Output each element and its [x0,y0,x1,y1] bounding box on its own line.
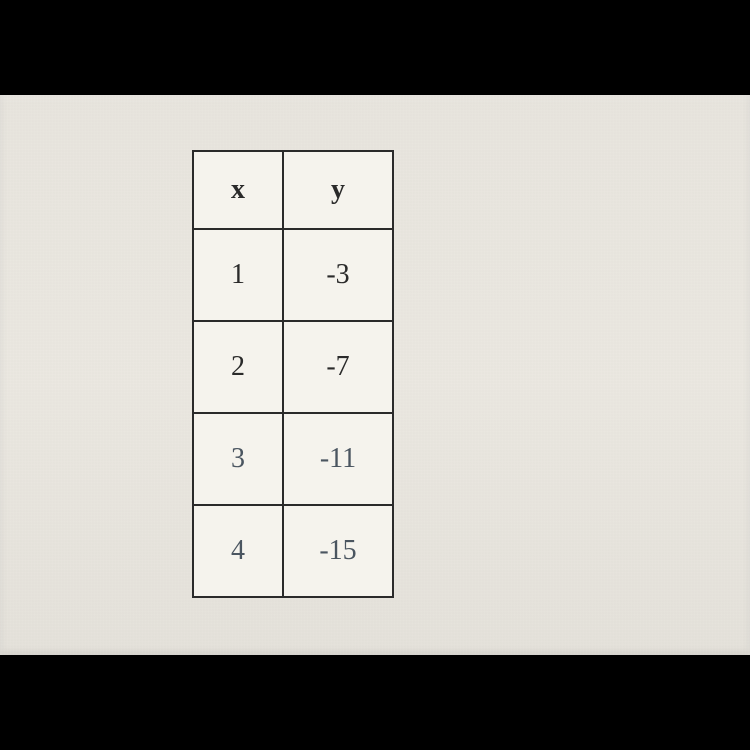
cell-y: -7 [283,321,393,413]
cell-x: 3 [193,413,283,505]
column-header-x: x [193,151,283,229]
cell-y: -15 [283,505,393,597]
table-row: 3 -11 [193,413,393,505]
table-header-row: x y [193,151,393,229]
photo-region: x y 1 -3 2 -7 3 -11 4 -1 [0,95,750,655]
xy-table-container: x y 1 -3 2 -7 3 -11 4 -1 [192,150,394,598]
cell-y: -11 [283,413,393,505]
cell-x: 2 [193,321,283,413]
column-header-y: y [283,151,393,229]
cell-y: -3 [283,229,393,321]
table-row: 1 -3 [193,229,393,321]
xy-table: x y 1 -3 2 -7 3 -11 4 -1 [192,150,394,598]
cell-x: 1 [193,229,283,321]
table-row: 2 -7 [193,321,393,413]
cell-x: 4 [193,505,283,597]
table-row: 4 -15 [193,505,393,597]
